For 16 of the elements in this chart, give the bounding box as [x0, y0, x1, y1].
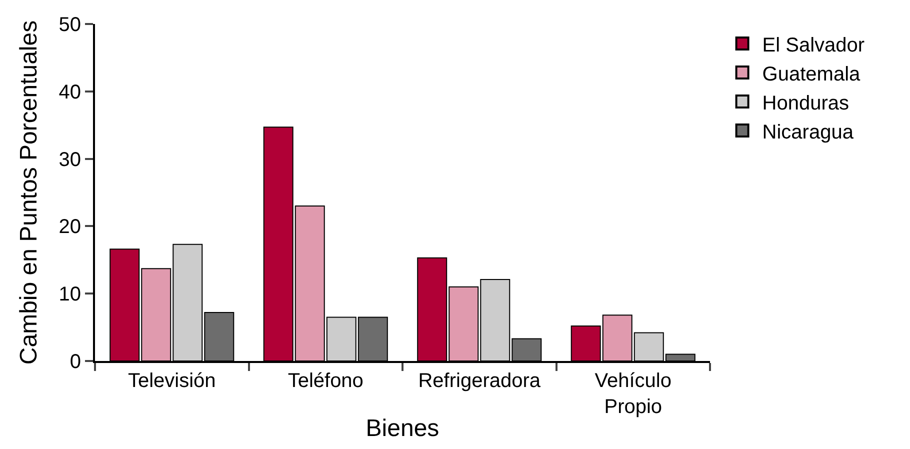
x-tick-label: Teléfono	[288, 370, 364, 392]
y-tick-label: 50	[58, 14, 81, 36]
x-tick-label: Vehículo Propio	[594, 370, 672, 418]
legend-label: El Salvador	[762, 34, 865, 56]
legend-label: Honduras	[762, 92, 850, 114]
y-tick-label: 0	[70, 351, 81, 373]
y-axis-title: Cambio en Puntos Porcentuales	[15, 20, 42, 365]
legend-label: Guatemala	[762, 63, 862, 86]
x-tick-label: Televisión	[128, 370, 216, 392]
x-tick-label: Refrigeradora	[418, 370, 542, 392]
y-tick-label: 10	[58, 284, 81, 306]
x-axis-title: Bienes	[366, 414, 440, 442]
y-tick-label: 30	[58, 148, 81, 171]
y-tick-label: 40	[58, 81, 81, 104]
legend-label: Nicaragua	[762, 121, 854, 144]
y-tick-label: 20	[58, 216, 81, 238]
